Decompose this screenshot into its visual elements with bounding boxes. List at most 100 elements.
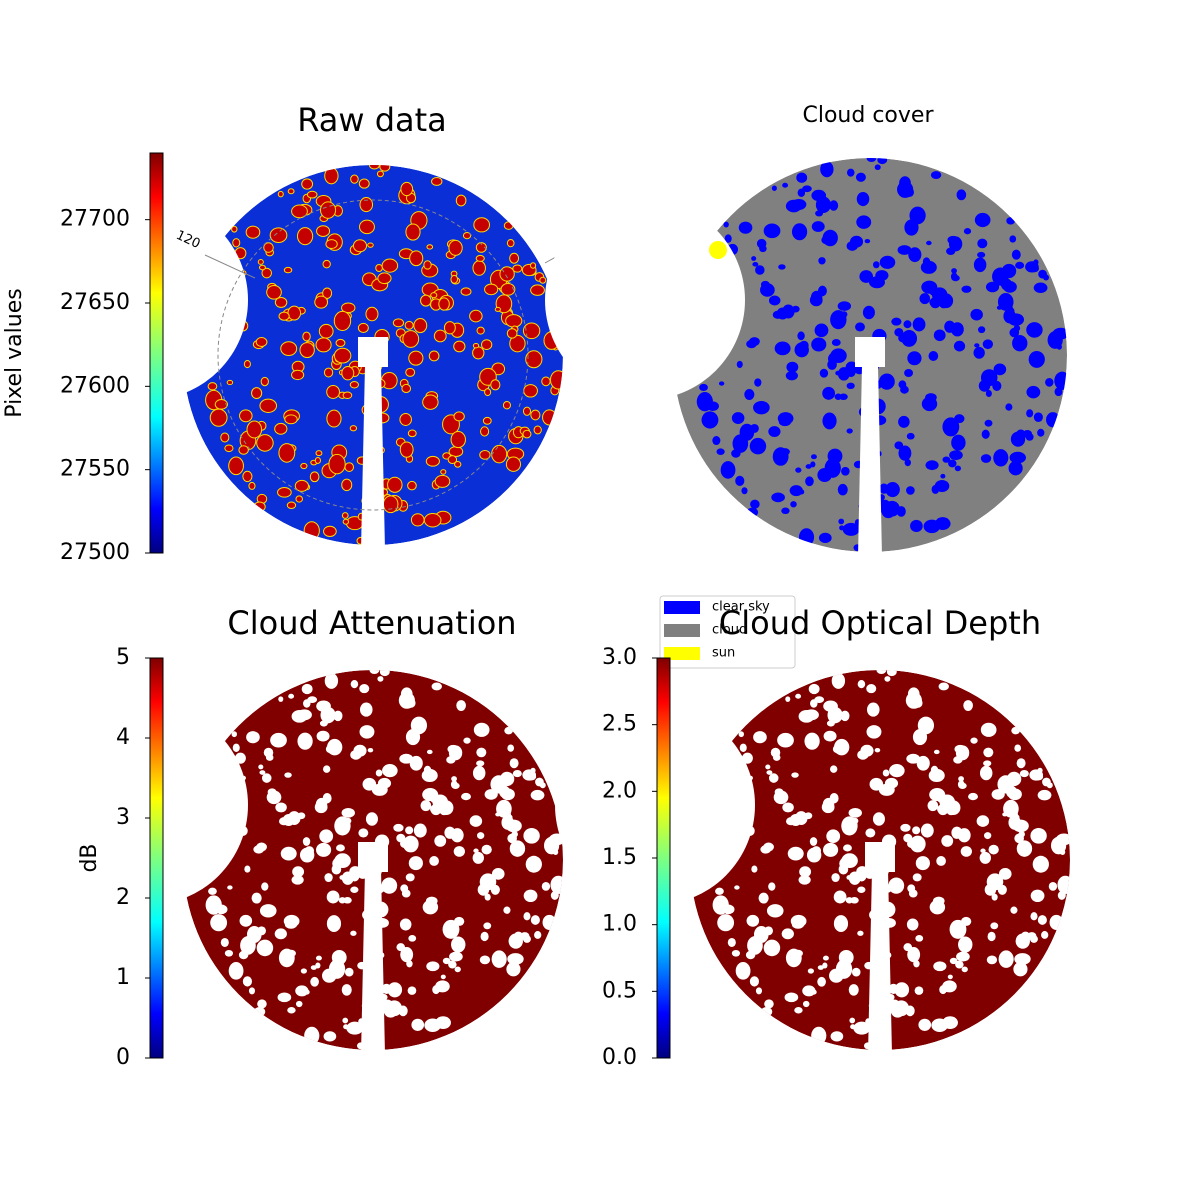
cloud-blob [977, 238, 988, 249]
cloud-blob [405, 367, 416, 377]
instrument-mask [855, 337, 885, 367]
colorbar [149, 152, 164, 554]
cloud-blob [451, 776, 457, 782]
cloud-blob [851, 967, 861, 977]
cloud-blob [1025, 433, 1034, 441]
cloud-blob [359, 683, 370, 694]
cloud-blob [701, 411, 719, 429]
cloud-blob [431, 176, 443, 186]
legend-label: sun [712, 646, 735, 661]
cloud-blob [333, 710, 343, 722]
cloud-blob [1012, 334, 1028, 352]
cloud-blob [208, 887, 217, 895]
cloud-blob [491, 444, 508, 464]
cloud-blob [944, 320, 956, 333]
colorbar-tick-label: 0.5 [602, 978, 637, 1003]
cloud-blob [304, 1026, 320, 1045]
cloud-blob [472, 851, 484, 864]
cloud-blob [295, 1000, 303, 1008]
cloud-blob [922, 257, 931, 266]
cloud-blob [369, 670, 380, 674]
cloud-blob [986, 955, 998, 965]
cloud-blob [790, 501, 797, 508]
cloud-blob [433, 329, 447, 343]
cloud-blob [277, 992, 292, 1003]
cloud-blob [981, 429, 990, 439]
panel-title: Cloud cover [803, 103, 935, 128]
cloud-blob [818, 532, 832, 544]
cloud-blob [980, 369, 998, 387]
cloud-blob [455, 194, 467, 207]
cloud-blob [770, 747, 781, 758]
cloud-blob [320, 201, 337, 219]
cloud-blob [480, 426, 490, 437]
cloud-blob [751, 865, 758, 873]
cloud-blob [542, 914, 557, 930]
cloud-blob [753, 400, 770, 415]
cloud-blob [945, 802, 957, 816]
cloud-blob [325, 239, 338, 250]
cloud-blob [954, 414, 965, 424]
cloud-blob [462, 231, 472, 240]
cloud-blob [349, 381, 359, 389]
cloud-blob [833, 915, 849, 933]
cloud-blob [280, 846, 297, 861]
cloud-blob [400, 687, 413, 701]
cloud-blob [353, 744, 367, 757]
cloud-blob [270, 732, 287, 748]
cloud-blob [442, 919, 460, 939]
cloud-blob [287, 188, 295, 195]
cloud-blob [295, 495, 303, 503]
cloud-blob [974, 343, 980, 348]
cloud-blob [292, 866, 305, 878]
cloud-blob [706, 401, 719, 411]
cloud-blob [846, 382, 855, 390]
cloud-blob [718, 381, 725, 386]
cloud-blob [377, 676, 384, 682]
cloud-blob [785, 817, 797, 826]
cloud-blob [1026, 385, 1041, 399]
cloud-blob [512, 264, 523, 273]
cloud-blob [810, 461, 816, 468]
cloud-blob [831, 338, 841, 347]
cloud-blob [263, 747, 274, 758]
cloud-blob [349, 425, 358, 432]
cloud-blob [413, 823, 427, 838]
cloud-blob [904, 187, 914, 197]
cloud-blob [773, 790, 789, 805]
cloud-blob [942, 456, 951, 463]
cloud-blob [278, 817, 290, 826]
cloud-blob [443, 321, 456, 335]
cloud-blob [342, 518, 350, 525]
cloud-blob [505, 456, 522, 472]
cloud-blob [499, 771, 515, 787]
cloud-blob [400, 181, 414, 197]
cloud-blob [794, 1007, 803, 1014]
cloud-blob [344, 967, 354, 977]
cloud-blob [929, 290, 937, 296]
cloud-blob [884, 777, 899, 789]
cloud-blob [1008, 461, 1023, 476]
cloud-blob [450, 274, 459, 284]
cloud-blob [453, 916, 465, 926]
cloud-blob [263, 242, 274, 253]
cloud-blob [533, 425, 542, 435]
cloud-blob [506, 962, 521, 977]
cloud-blob [301, 683, 313, 695]
cloud-blob [1009, 235, 1017, 243]
cloud-blob [504, 726, 513, 735]
cloud-blob [839, 525, 845, 531]
cloud-blob [938, 682, 949, 691]
cloud-blob [753, 926, 769, 943]
cloud-blob [841, 466, 850, 476]
cloud-blob [509, 840, 526, 857]
cloud-blob [491, 950, 507, 968]
cloud-blob [248, 987, 256, 995]
cloud-blob [509, 758, 519, 769]
cloud-blob [815, 196, 831, 213]
cloud-blob [472, 260, 486, 276]
cloud-blob [949, 450, 963, 461]
cloud-blob [758, 892, 769, 904]
cloud-blob [913, 698, 923, 708]
cloud-blob [768, 882, 776, 891]
